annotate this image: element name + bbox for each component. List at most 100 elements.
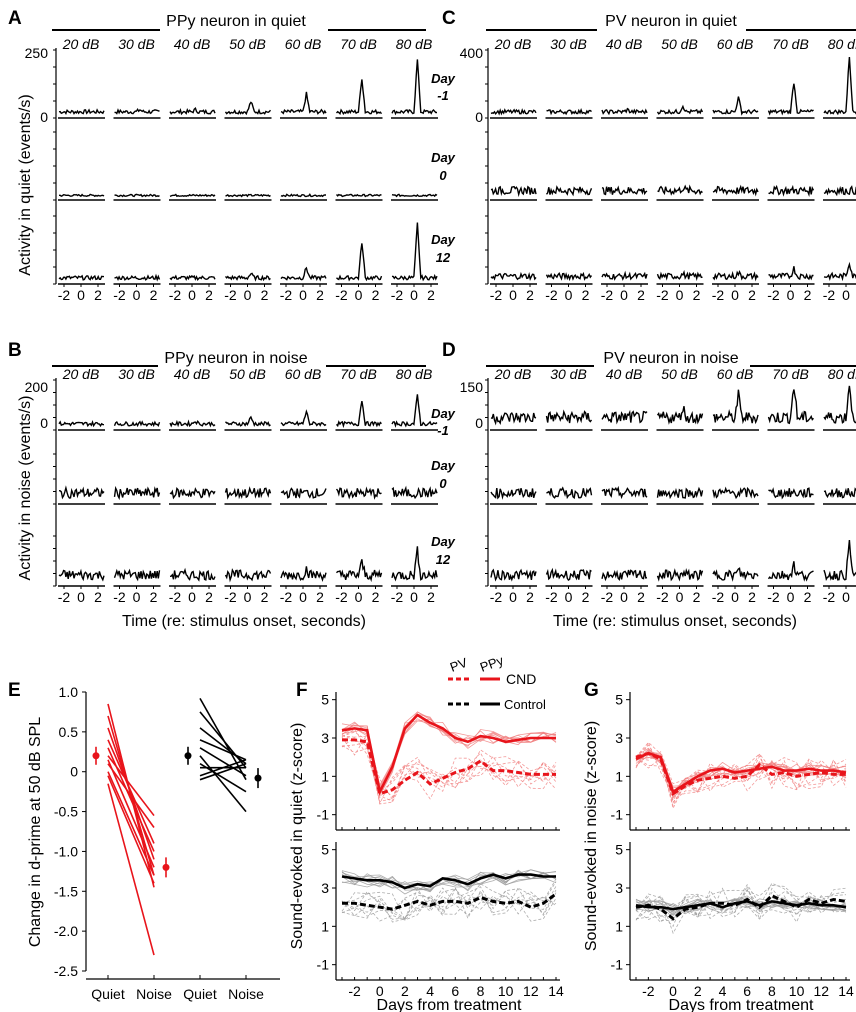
psth-trace bbox=[169, 567, 216, 582]
day-label-0: Day bbox=[431, 150, 456, 165]
time-tick-label: 2 bbox=[205, 287, 213, 303]
e-ytick-label: -1.0 bbox=[54, 843, 78, 859]
ytick-a-bottom: 0 bbox=[40, 109, 48, 125]
time-tick-label: 0 bbox=[77, 287, 85, 303]
psth-trace bbox=[113, 485, 161, 501]
psth-trace bbox=[768, 487, 814, 500]
psth-trace bbox=[656, 406, 704, 425]
time-tick-label: 0 bbox=[509, 589, 517, 605]
day-label-12: Day bbox=[431, 232, 456, 247]
tc-individual-dashed bbox=[635, 885, 847, 928]
psth-trace bbox=[114, 193, 160, 198]
tc-ylabel: Sound-evoked in noise (z-score) bbox=[583, 721, 600, 951]
time-tick-label: 0 bbox=[565, 287, 573, 303]
tc-ytick-label: 3 bbox=[615, 730, 623, 746]
psth-trace bbox=[601, 270, 648, 281]
tc-individual-solid bbox=[341, 713, 557, 797]
time-tick-label: 0 bbox=[133, 589, 141, 605]
psth-trace bbox=[169, 193, 216, 198]
time-tick-label: 0 bbox=[620, 287, 628, 303]
ytick-c-bottom: 0 bbox=[475, 109, 483, 125]
psth-trace bbox=[58, 108, 105, 116]
tc-individual-dashed bbox=[341, 892, 557, 920]
legend: PV PPy CND Control bbox=[448, 652, 546, 712]
psth-trace bbox=[391, 59, 437, 116]
time-tick-label: 0 bbox=[565, 589, 573, 605]
psth-trace bbox=[335, 486, 382, 500]
tc-xtick-label: 14 bbox=[548, 983, 564, 999]
e-pair-line bbox=[107, 739, 155, 844]
psth-trace bbox=[224, 101, 272, 116]
psth-trace bbox=[490, 488, 537, 500]
psth-trace bbox=[768, 184, 815, 198]
psth-trace bbox=[545, 271, 593, 282]
day-label-minus1: Day bbox=[431, 71, 456, 86]
day-label-minus1-noise-value: -1 bbox=[437, 423, 449, 438]
e-pair-line bbox=[199, 727, 247, 765]
psth-trace bbox=[767, 561, 814, 582]
tc-xtick-label: 14 bbox=[838, 983, 854, 999]
time-tick-label: 2 bbox=[94, 589, 102, 605]
psth-trace bbox=[823, 487, 856, 499]
ytick-c-top: 400 bbox=[460, 45, 484, 61]
db-label: 70 dB bbox=[772, 36, 809, 52]
psth-trace bbox=[490, 108, 537, 116]
time-tick-label: 2 bbox=[150, 589, 158, 605]
panel-label-f: F bbox=[296, 680, 308, 701]
tc-ytick-label: 3 bbox=[615, 880, 623, 896]
time-tick-label: -2 bbox=[391, 287, 404, 303]
psth-trace bbox=[656, 104, 704, 115]
psth-trace bbox=[224, 568, 272, 583]
psth-trace bbox=[391, 222, 438, 282]
time-tick-label: 2 bbox=[372, 589, 380, 605]
xlabel-time-left: Time (re: stimulus onset, seconds) bbox=[122, 613, 366, 630]
time-tick-label: 2 bbox=[261, 589, 269, 605]
time-tick-label: 0 bbox=[410, 589, 418, 605]
time-tick-label: 2 bbox=[372, 287, 380, 303]
tc-pv-control-line bbox=[635, 893, 847, 921]
db-label: 80 dE bbox=[828, 36, 856, 52]
time-tick-label: 0 bbox=[787, 589, 795, 605]
tc-ytick-label: 1 bbox=[615, 918, 623, 934]
db-label: 40 dB bbox=[174, 36, 211, 52]
panel-label-c: C bbox=[442, 8, 456, 29]
e-ytick-label: 0 bbox=[70, 764, 78, 780]
tc-pv-cnd-line bbox=[342, 738, 556, 796]
db-label: 70 dB bbox=[772, 366, 809, 382]
psth-trace bbox=[545, 185, 593, 197]
time-tick-label: 0 bbox=[355, 287, 363, 303]
db-label: 70 dB bbox=[340, 36, 377, 52]
psth-trace bbox=[224, 486, 272, 500]
e-pair-line bbox=[107, 727, 155, 860]
day-label-12-value: 12 bbox=[436, 250, 451, 265]
psth-trace bbox=[601, 107, 648, 116]
time-tick-label: 2 bbox=[261, 287, 269, 303]
time-tick-label: -2 bbox=[224, 589, 237, 605]
db-label: 80 dB bbox=[396, 366, 433, 382]
tc-xtick-label: 2 bbox=[694, 983, 702, 999]
time-tick-label: 2 bbox=[804, 287, 812, 303]
e-xtick-label: Quiet bbox=[91, 986, 125, 1002]
ylabel-noise: Activity in noise (events/s) bbox=[17, 396, 34, 581]
psth-trace bbox=[224, 272, 271, 282]
legend-cnd-label: CND bbox=[506, 671, 536, 687]
psth-trace bbox=[601, 409, 648, 425]
tc-individual-dashed bbox=[341, 731, 557, 801]
db-label: 20 dB bbox=[62, 366, 100, 382]
tc-xlabel: Days from treatment bbox=[377, 997, 522, 1012]
psth-trace bbox=[169, 106, 216, 116]
tc-individual-dashed bbox=[635, 757, 847, 810]
time-tick-label: 2 bbox=[316, 287, 324, 303]
time-tick-label: 0 bbox=[731, 589, 739, 605]
tc-ytick-label: -1 bbox=[611, 957, 624, 973]
db-label: 50 dB bbox=[661, 366, 698, 382]
psth-trace bbox=[490, 271, 537, 281]
tc-xtick-label: -2 bbox=[642, 983, 655, 999]
psth-trace bbox=[823, 540, 856, 581]
tc-xtick-label: 12 bbox=[814, 983, 830, 999]
tc-ytick-label: -1 bbox=[317, 807, 330, 823]
time-tick-label: 2 bbox=[804, 589, 812, 605]
ytick-d-top: 150 bbox=[460, 379, 484, 395]
time-tick-label: 2 bbox=[693, 287, 701, 303]
time-tick-label: -2 bbox=[712, 589, 725, 605]
